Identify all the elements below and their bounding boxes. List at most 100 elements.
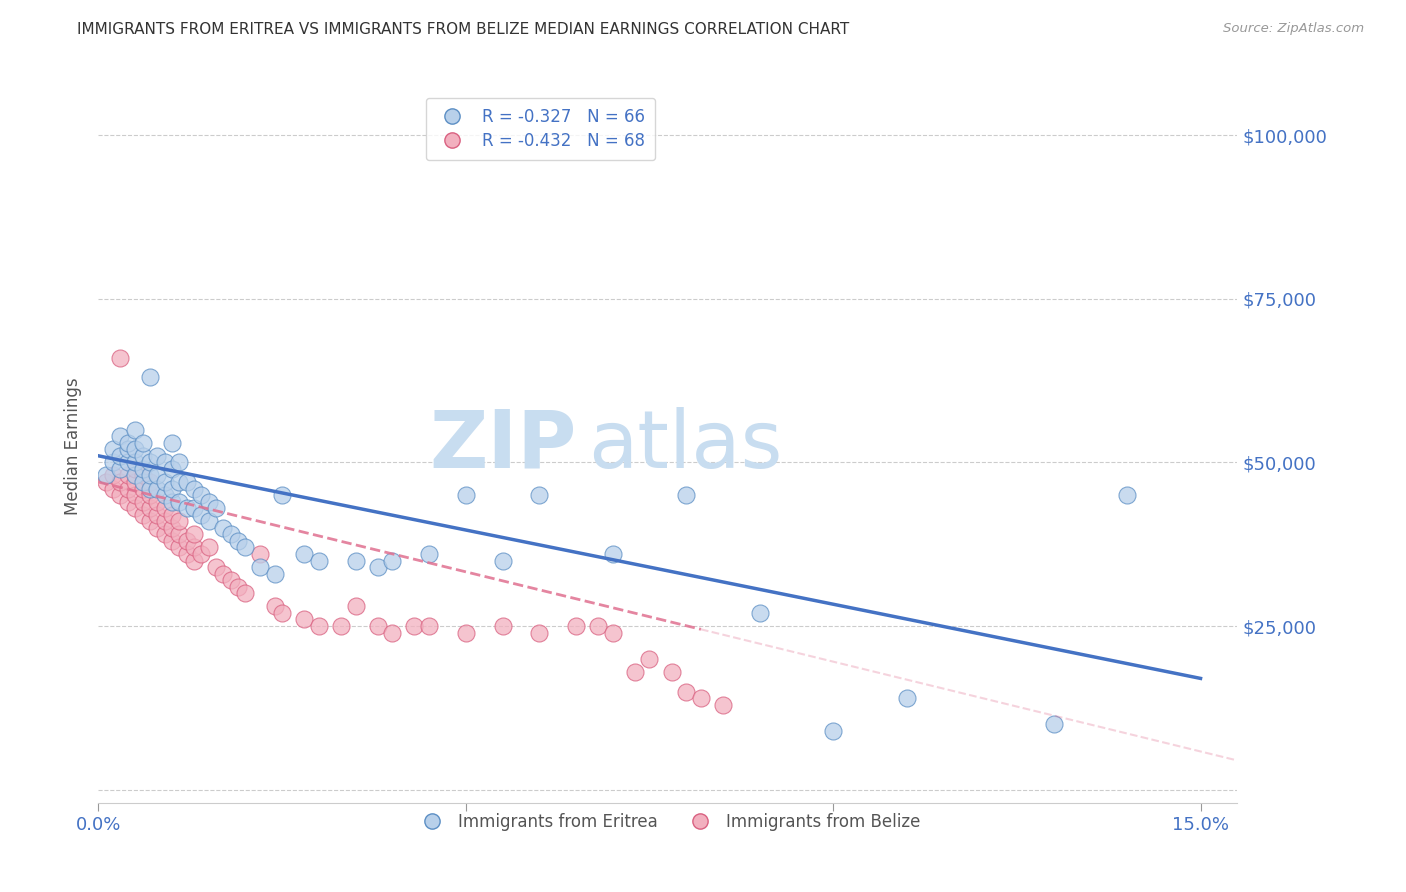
Point <box>124 455 146 469</box>
Point <box>690 691 713 706</box>
Point <box>205 560 228 574</box>
Point <box>160 494 183 508</box>
Point <box>529 488 551 502</box>
Point <box>235 586 257 600</box>
Point <box>131 468 153 483</box>
Point <box>263 566 285 581</box>
Point <box>190 488 212 502</box>
Point <box>124 501 146 516</box>
Point <box>110 351 132 365</box>
Text: ZIP: ZIP <box>429 407 576 485</box>
Point <box>329 619 352 633</box>
Point <box>367 560 389 574</box>
Point <box>1042 717 1064 731</box>
Point <box>139 370 162 384</box>
Point <box>529 625 551 640</box>
Text: Source: ZipAtlas.com: Source: ZipAtlas.com <box>1223 22 1364 36</box>
Point <box>190 547 212 561</box>
Point <box>139 455 162 469</box>
Point <box>896 691 918 706</box>
Point <box>167 514 190 528</box>
Point <box>124 468 146 483</box>
Point <box>454 488 477 502</box>
Point <box>344 553 367 567</box>
Point <box>205 501 228 516</box>
Text: IMMIGRANTS FROM ERITREA VS IMMIGRANTS FROM BELIZE MEDIAN EARNINGS CORRELATION CH: IMMIGRANTS FROM ERITREA VS IMMIGRANTS FR… <box>77 22 849 37</box>
Point <box>167 494 190 508</box>
Point <box>823 723 845 738</box>
Point <box>404 619 426 633</box>
Point <box>167 455 190 469</box>
Point <box>176 475 198 489</box>
Legend: Immigrants from Eritrea, Immigrants from Belize: Immigrants from Eritrea, Immigrants from… <box>408 806 928 838</box>
Point <box>117 455 139 469</box>
Point <box>638 652 661 666</box>
Point <box>176 501 198 516</box>
Point <box>160 462 183 476</box>
Point <box>124 475 146 489</box>
Point <box>153 475 176 489</box>
Point <box>226 533 249 548</box>
Point <box>146 449 169 463</box>
Point <box>160 435 183 450</box>
Point <box>153 514 176 528</box>
Point <box>212 566 235 581</box>
Point <box>124 462 146 476</box>
Point <box>176 533 198 548</box>
Point <box>124 442 146 457</box>
Point <box>110 449 132 463</box>
Point <box>146 521 169 535</box>
Point <box>183 501 205 516</box>
Point <box>454 625 477 640</box>
Point <box>183 527 205 541</box>
Point <box>146 468 169 483</box>
Point <box>292 547 315 561</box>
Point <box>117 442 139 457</box>
Point <box>139 514 162 528</box>
Point <box>167 541 190 555</box>
Point <box>153 501 176 516</box>
Y-axis label: Median Earnings: Median Earnings <box>65 377 83 515</box>
Point <box>153 527 176 541</box>
Point <box>381 553 404 567</box>
Point <box>117 435 139 450</box>
Point <box>139 501 162 516</box>
Point <box>160 521 183 535</box>
Point <box>146 482 169 496</box>
Point <box>235 541 257 555</box>
Point <box>418 547 440 561</box>
Point <box>219 573 242 587</box>
Point <box>661 665 683 679</box>
Point <box>176 547 198 561</box>
Point <box>167 527 190 541</box>
Point <box>271 606 294 620</box>
Point <box>586 619 609 633</box>
Point <box>367 619 389 633</box>
Point <box>146 508 169 522</box>
Point <box>212 521 235 535</box>
Point <box>117 482 139 496</box>
Point <box>124 488 146 502</box>
Point <box>139 468 162 483</box>
Point <box>131 508 153 522</box>
Point <box>167 475 190 489</box>
Point <box>131 475 153 489</box>
Point <box>190 508 212 522</box>
Point <box>602 547 624 561</box>
Point <box>131 449 153 463</box>
Point <box>110 488 132 502</box>
Point <box>308 619 330 633</box>
Point <box>675 684 697 698</box>
Point <box>153 455 176 469</box>
Point <box>117 468 139 483</box>
Point <box>160 508 183 522</box>
Point <box>131 462 153 476</box>
Text: atlas: atlas <box>588 407 783 485</box>
Point <box>381 625 404 640</box>
Point <box>131 435 153 450</box>
Point <box>160 533 183 548</box>
Point <box>1116 488 1139 502</box>
Point <box>226 580 249 594</box>
Point <box>748 606 770 620</box>
Point <box>101 482 124 496</box>
